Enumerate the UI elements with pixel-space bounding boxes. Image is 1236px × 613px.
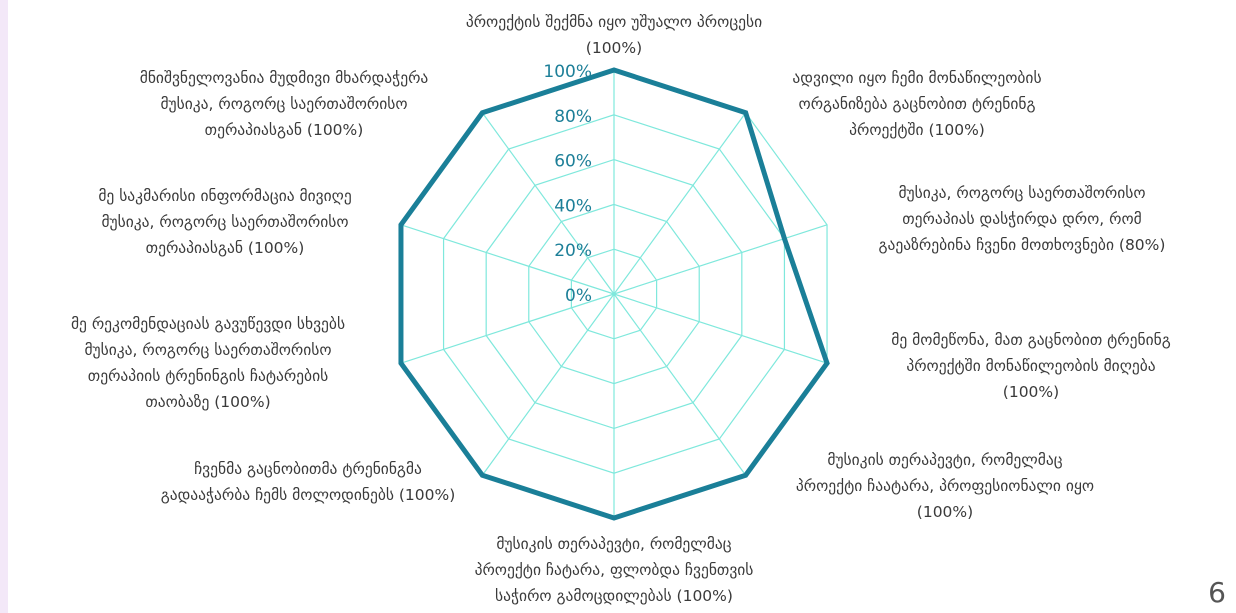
radar-axis-labels: პროექტის შექმნა იყო უშუალო პროცესი (100%)… [71,13,1171,605]
tick-label: 40% [554,196,592,216]
axis-label: მნიშვნელოვანია მუდმივი მხარდაჭერა მუსიკა,… [140,69,429,139]
grid-spoke [481,293,615,476]
axis-label: მუსიკა, როგორც საერთაშორისო თერაპიას დასჭ… [879,184,1166,254]
page-number: 6 [1208,576,1226,609]
tick-label: 100% [543,62,592,82]
grid-spoke [613,293,828,364]
tick-label: 80% [554,107,592,127]
radar-ticks: 0% 20% 40% 60% 80% 100% [543,62,592,306]
tick-label: 60% [554,152,592,172]
grid-spoke [613,112,747,295]
axis-label: მე საკმარისი ინფორმაცია მივიღე მუსიკა, რო… [98,187,351,257]
tick-label: 20% [554,241,592,261]
left-accent-strip [0,0,8,613]
grid-spoke [613,224,828,295]
axis-label: მე მომეწონა, მათ გაცნობით ტრენინგ პროექტშ… [891,331,1170,401]
grid-spoke [481,112,615,295]
axis-label: პროექტის შექმნა იყო უშუალო პროცესი (100%) [466,13,762,57]
axis-label: მუსიკის თერაპევტი, რომელმაც პროექტი ჩატარ… [475,535,754,605]
tick-label: 0% [565,286,592,306]
axis-label: მუსიკის თერაპევტი, რომელმაც პროექტი ჩაატა… [796,451,1094,521]
grid-spoke [400,224,615,295]
axis-label: მე რეკომენდაციას გავუწევდი სხვებს მუსიკა,… [71,315,345,411]
radar-series [398,67,830,521]
grid-spoke [613,293,747,476]
axis-label: ადვილი იყო ჩემი მონაწილეობის ორგანიზება გ… [792,69,1041,139]
grid-spoke [400,293,615,364]
axis-label: ჩვენმა გაცნობითმა ტრენინგმა გადააჭარბა ჩე… [161,460,456,504]
